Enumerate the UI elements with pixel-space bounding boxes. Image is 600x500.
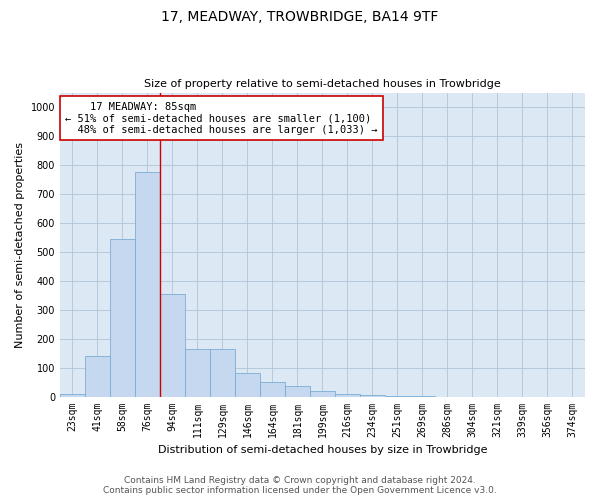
Text: 17, MEADWAY, TROWBRIDGE, BA14 9TF: 17, MEADWAY, TROWBRIDGE, BA14 9TF (161, 10, 439, 24)
Bar (285, 386, 310, 396)
Text: Contains HM Land Registry data © Crown copyright and database right 2024.
Contai: Contains HM Land Registry data © Crown c… (103, 476, 497, 495)
Bar (210, 349, 235, 397)
Bar (185, 349, 210, 397)
Bar (310, 391, 335, 396)
Bar (260, 382, 285, 396)
Bar (235, 374, 260, 396)
Bar (135, 172, 160, 396)
Bar (85, 356, 110, 397)
Title: Size of property relative to semi-detached houses in Trowbridge: Size of property relative to semi-detach… (144, 79, 501, 89)
Bar (110, 239, 135, 396)
Text: 17 MEADWAY: 85sqm
← 51% of semi-detached houses are smaller (1,100)
  48% of sem: 17 MEADWAY: 85sqm ← 51% of semi-detached… (65, 102, 377, 135)
Bar (360, 395, 385, 396)
Bar (60, 394, 85, 396)
Bar (335, 394, 360, 396)
Y-axis label: Number of semi-detached properties: Number of semi-detached properties (15, 142, 25, 348)
X-axis label: Distribution of semi-detached houses by size in Trowbridge: Distribution of semi-detached houses by … (158, 445, 487, 455)
Bar (160, 294, 185, 396)
